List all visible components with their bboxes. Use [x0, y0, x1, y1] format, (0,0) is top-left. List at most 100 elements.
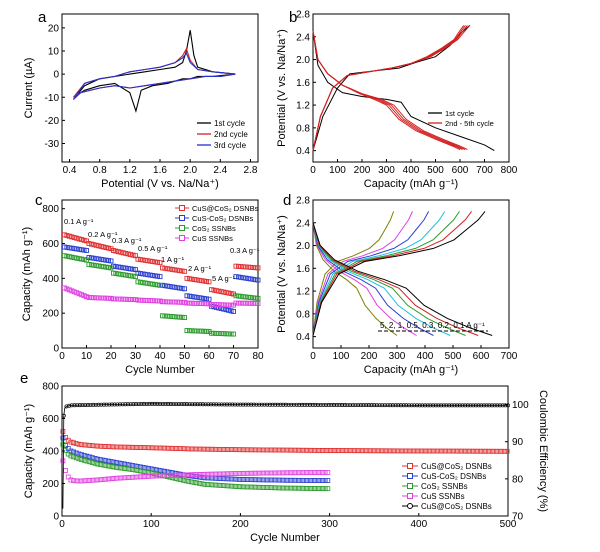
capacity-point: [314, 478, 320, 483]
capacity-point: [298, 477, 304, 483]
efficiency-point: [123, 402, 128, 407]
capacity-point: [312, 478, 317, 483]
x-axis-label: Cycle Number: [125, 364, 195, 376]
capacity-point: [210, 471, 216, 477]
rate-label: 0.3 A g⁻¹: [112, 236, 142, 245]
efficiency-point: [265, 402, 270, 407]
y-tick-label: 200: [42, 309, 59, 320]
rate-point: [223, 307, 229, 313]
rate-point: [79, 292, 85, 298]
capacity-point: [253, 477, 258, 483]
capacity-point: [247, 470, 253, 476]
capacity-point: [221, 471, 226, 477]
capacity-point: [376, 448, 382, 454]
capacity-point: [237, 484, 242, 490]
capacity-point: [89, 477, 95, 483]
x-tick-label: 0: [310, 165, 316, 176]
rate-point: [150, 298, 156, 304]
capacity-point: [253, 484, 258, 490]
capacity-point: [263, 477, 269, 483]
y-tick-label: 10: [48, 47, 60, 58]
capacity-point: [306, 486, 312, 491]
x-tick-label: 200: [361, 351, 378, 362]
capacity-point: [162, 473, 167, 479]
capacity-point: [188, 472, 194, 478]
capacity-point: [124, 466, 130, 472]
capacity-point: [255, 484, 261, 490]
efficiency-point: [259, 402, 264, 407]
capacity-point: [368, 448, 374, 454]
capacity-point: [210, 446, 216, 452]
legend-marker: [179, 215, 185, 221]
efficiency-point: [291, 402, 296, 407]
efficiency-point: [423, 403, 427, 408]
efficiency-point: [310, 402, 315, 407]
rate-point: [206, 279, 212, 285]
capacity-point: [234, 476, 240, 482]
capacity-point: [322, 448, 328, 453]
capacity-point: [204, 482, 210, 487]
rate-point: [98, 263, 104, 269]
rate-point: [248, 295, 254, 300]
efficiency-point: [275, 402, 280, 407]
capacity-point: [234, 484, 240, 489]
rate-point: [223, 290, 229, 296]
y2-tick-label: 90: [512, 437, 524, 448]
capacity-point: [295, 470, 301, 476]
capacity-point: [60, 435, 66, 441]
capacity-point: [258, 484, 264, 490]
efficiency-point: [267, 402, 272, 407]
capacity-point: [435, 448, 440, 454]
capacity-point: [215, 446, 221, 452]
efficiency-point: [243, 402, 248, 407]
efficiency-point: [83, 403, 88, 407]
rate-point: [98, 295, 104, 301]
capacity-point: [105, 458, 111, 464]
panel-d: d 0 100 200 300 400 500 600 700 0.4 0.8 1.2 1.6 2.0 2.…: [276, 192, 518, 376]
rate-point: [182, 315, 187, 320]
capacity-point: [488, 448, 494, 454]
x-tick-label: 70: [228, 351, 240, 362]
efficiency-point: [356, 403, 361, 408]
x-tick-label: 400: [410, 519, 427, 530]
capacity-point: [234, 471, 240, 476]
capacity-point: [87, 478, 93, 483]
capacity-point: [255, 447, 261, 453]
efficiency-point: [358, 403, 363, 408]
capacity-point: [97, 443, 103, 449]
rate-point: [103, 264, 109, 270]
efficiency-point: [187, 402, 192, 407]
capacity-point: [295, 485, 301, 491]
capacity-point: [274, 477, 280, 483]
capacity-point: [242, 484, 248, 490]
capacity-point: [453, 448, 459, 454]
legend-label: 2nd - 5th cycle: [445, 119, 494, 128]
cv-curve: [72, 52, 236, 101]
rate-point: [74, 290, 80, 296]
capacity-point: [218, 447, 224, 452]
capacity-point: [349, 448, 355, 454]
capacity-point: [373, 448, 379, 454]
efficiency-point: [393, 403, 398, 408]
capacity-point: [89, 455, 95, 461]
capacity-point: [485, 448, 491, 454]
capacity-point: [277, 477, 283, 483]
capacity-point: [63, 443, 68, 448]
y-tick-label: 0: [53, 70, 59, 81]
efficiency-point: [444, 403, 449, 408]
rate-point: [235, 263, 241, 269]
y-axis-label: Current (µA): [23, 58, 35, 119]
capacity-point: [309, 486, 315, 491]
capacity-point: [336, 448, 341, 453]
efficiency-point: [457, 403, 462, 408]
rate-point: [62, 232, 67, 238]
capacity-point: [298, 485, 304, 491]
capacity-point: [416, 448, 422, 454]
rate-point: [110, 270, 116, 276]
capacity-point: [81, 442, 87, 448]
capacity-point: [172, 472, 178, 478]
rate-point: [199, 301, 205, 306]
rate-point: [199, 278, 205, 284]
capacity-point: [194, 480, 200, 486]
capacity-point: [242, 477, 248, 482]
